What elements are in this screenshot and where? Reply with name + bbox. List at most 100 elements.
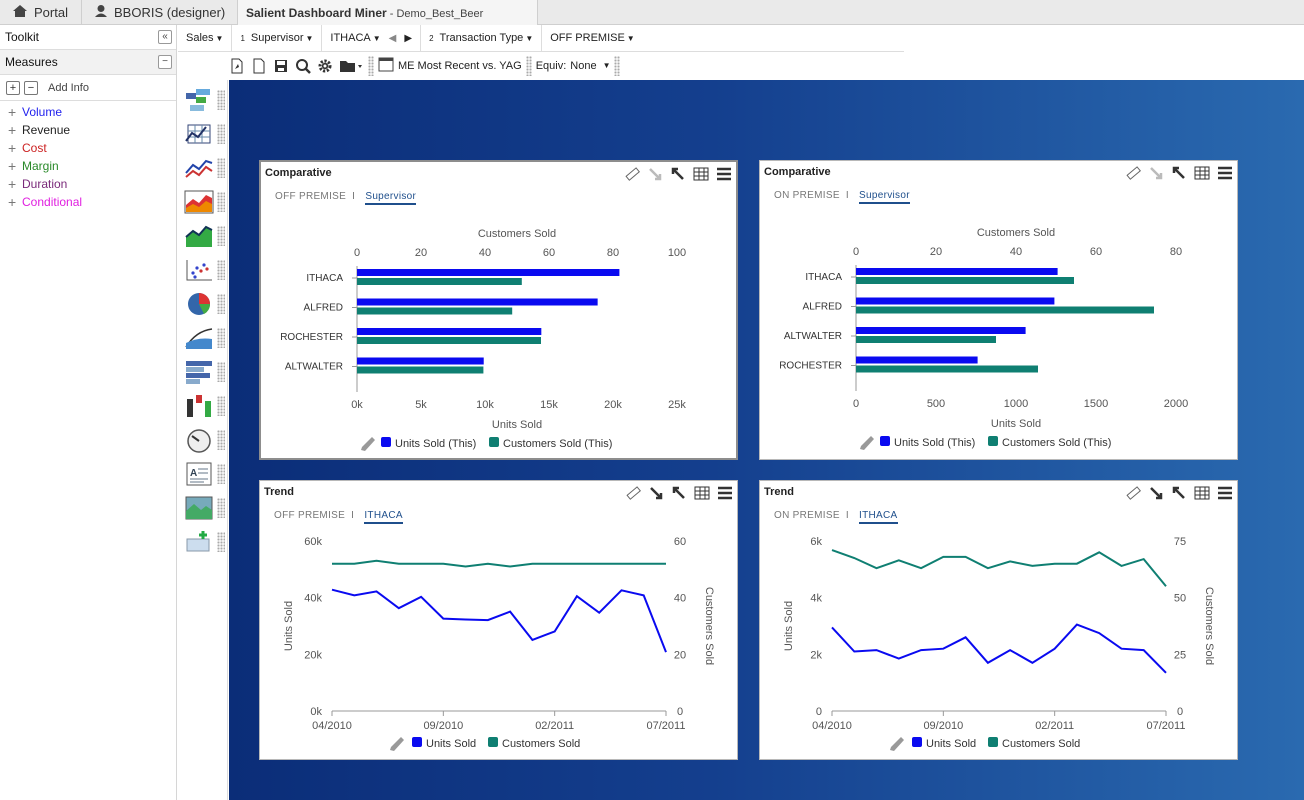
app-tab[interactable]: Salient Dashboard Miner - Demo_Best_Beer [238,0,538,25]
customers-sold-bar[interactable] [856,336,996,343]
units-sold-bar[interactable] [856,297,1055,305]
customers-sold-bar[interactable] [856,277,1074,284]
menu-icon[interactable] [716,484,733,501]
units-sold-bar[interactable] [357,357,484,365]
new-page-icon[interactable] [250,57,268,75]
units-sold-bar[interactable] [357,269,620,276]
export-icon[interactable] [228,57,246,75]
trend-widget-off-premise[interactable]: Trend OFF PREMISE I ITHACA 04/2010 09/2010 0… [259,480,738,760]
expand-icon[interactable] [1147,164,1164,181]
breadcrumb-root[interactable]: OFF PREMISE [274,510,346,521]
pie-chart-tool-icon[interactable] [184,291,214,317]
table-tool-icon[interactable] [184,121,214,147]
legend-label-units[interactable]: Units Sold [426,738,476,750]
measure-item[interactable]: + Duration [0,175,176,193]
area-chart-tool-icon[interactable] [184,189,214,215]
add-widget-tool-icon[interactable] [184,529,214,555]
legend-label-units[interactable]: Units Sold (This) [894,437,975,449]
next-arrow-icon[interactable]: ▶ [404,32,413,44]
prev-arrow-icon[interactable]: ◀ [388,32,397,44]
menu-icon[interactable] [1216,164,1233,181]
menu-icon[interactable] [715,165,732,182]
gauge-tool-icon[interactable] [184,427,214,453]
customers-sold-bar[interactable] [856,306,1154,314]
trend-widget-on-premise[interactable]: Trend ON PREMISE I ITHACA 04/2010 09/2010 02… [759,480,1238,760]
premise-filter[interactable]: OFF PREMISE ▼ [542,25,642,52]
toolbar-grip[interactable] [614,55,621,76]
expand-plus-icon[interactable]: + [8,122,17,138]
ruler-icon[interactable] [1124,484,1141,501]
customers-sold-bar[interactable] [856,365,1038,373]
scatter-chart-tool-icon[interactable] [184,257,214,283]
shrink-icon[interactable] [1170,484,1187,501]
save-icon[interactable] [272,57,290,75]
bar-chart-tool-icon[interactable] [184,359,214,385]
search-icon[interactable] [294,57,312,75]
supervisor-filter[interactable]: 1 Supervisor ▼ [232,24,323,52]
customers-sold-bar[interactable] [357,337,541,344]
shrink-icon[interactable] [1170,164,1187,181]
pencil-icon[interactable] [860,436,874,450]
breadcrumb-selected[interactable]: Supervisor [365,191,417,205]
expand-plus-icon[interactable]: + [8,140,17,156]
toolbar-grip[interactable] [368,55,374,76]
curve-chart-tool-icon[interactable] [184,325,214,351]
crosstab-tool-icon[interactable] [184,87,214,113]
shrink-icon[interactable] [670,484,687,501]
breadcrumb-root[interactable]: OFF PREMISE [275,191,347,202]
pencil-icon[interactable] [390,737,404,751]
units-sold-bar[interactable] [357,328,542,335]
toolbar-grip[interactable] [525,55,532,76]
shrink-icon[interactable] [669,165,686,182]
measure-item[interactable]: + Margin [0,157,176,175]
ruler-icon[interactable] [1124,164,1141,181]
grid-view-icon[interactable] [1193,164,1210,181]
expand-plus-icon[interactable]: + [8,194,17,210]
legend-label-customers[interactable]: Customers Sold (This) [503,438,612,450]
legend-label-customers[interactable]: Customers Sold [1002,738,1080,750]
line-chart-tool-icon[interactable] [184,155,214,181]
user-tab[interactable]: BBORIS (designer) [82,0,238,25]
customers-sold-bar[interactable] [357,307,513,315]
grid-view-icon[interactable] [693,484,710,501]
pencil-icon[interactable] [361,437,375,451]
units-sold-bar[interactable] [357,298,598,306]
portal-tab[interactable]: Portal [0,0,82,25]
units-sold-bar[interactable] [856,356,978,364]
folder-icon[interactable] [338,57,364,75]
stacked-area-tool-icon[interactable] [184,223,214,249]
expand-plus-icon[interactable]: + [8,158,17,174]
grid-view-icon[interactable] [692,165,709,182]
expand-icon[interactable] [1147,484,1164,501]
measure-item[interactable]: + Conditional [0,193,176,211]
breadcrumb-root[interactable]: ON PREMISE [774,510,840,521]
customers-sold-bar[interactable] [357,278,522,285]
expand-icon[interactable] [647,484,664,501]
legend-label-units[interactable]: Units Sold [926,738,976,750]
customers-sold-line[interactable] [332,559,666,568]
column-chart-tool-icon[interactable] [184,393,214,419]
add-info-button[interactable]: Add Info [48,81,89,94]
ithaca-filter[interactable]: ITHACA ▼ ◀ ▶ [322,24,422,52]
transaction-type-filter[interactable]: 2 Transaction Type ▼ [421,24,543,52]
collapse-toolkit-button[interactable]: « [158,30,172,44]
equiv-selector[interactable]: Equiv: None ▼ [536,60,611,72]
customers-sold-bar[interactable] [357,366,484,374]
comparative-widget-on-premise[interactable]: Comparative ON PREMISE I Supervisor Custom… [759,160,1238,460]
menu-icon[interactable] [1216,484,1233,501]
units-sold-line[interactable] [331,588,667,653]
ruler-icon[interactable] [623,165,640,182]
units-sold-bar[interactable] [856,327,1026,334]
customers-sold-line[interactable] [831,549,1167,587]
measure-item[interactable]: + Volume [0,103,176,121]
measure-item[interactable]: + Cost [0,139,176,157]
expand-icon[interactable] [646,165,663,182]
comparative-widget-off-premise[interactable]: Comparative OFF PREMISE I Supervisor Custo… [259,160,738,460]
text-box-tool-icon[interactable]: A [184,461,214,487]
legend-label-customers[interactable]: Customers Sold [502,738,580,750]
grid-view-icon[interactable] [1193,484,1210,501]
breadcrumb-selected[interactable]: Supervisor [859,190,910,204]
expand-all-icon[interactable]: + [6,80,20,95]
expand-plus-icon[interactable]: + [8,104,17,120]
measure-item[interactable]: + Revenue [0,121,176,139]
